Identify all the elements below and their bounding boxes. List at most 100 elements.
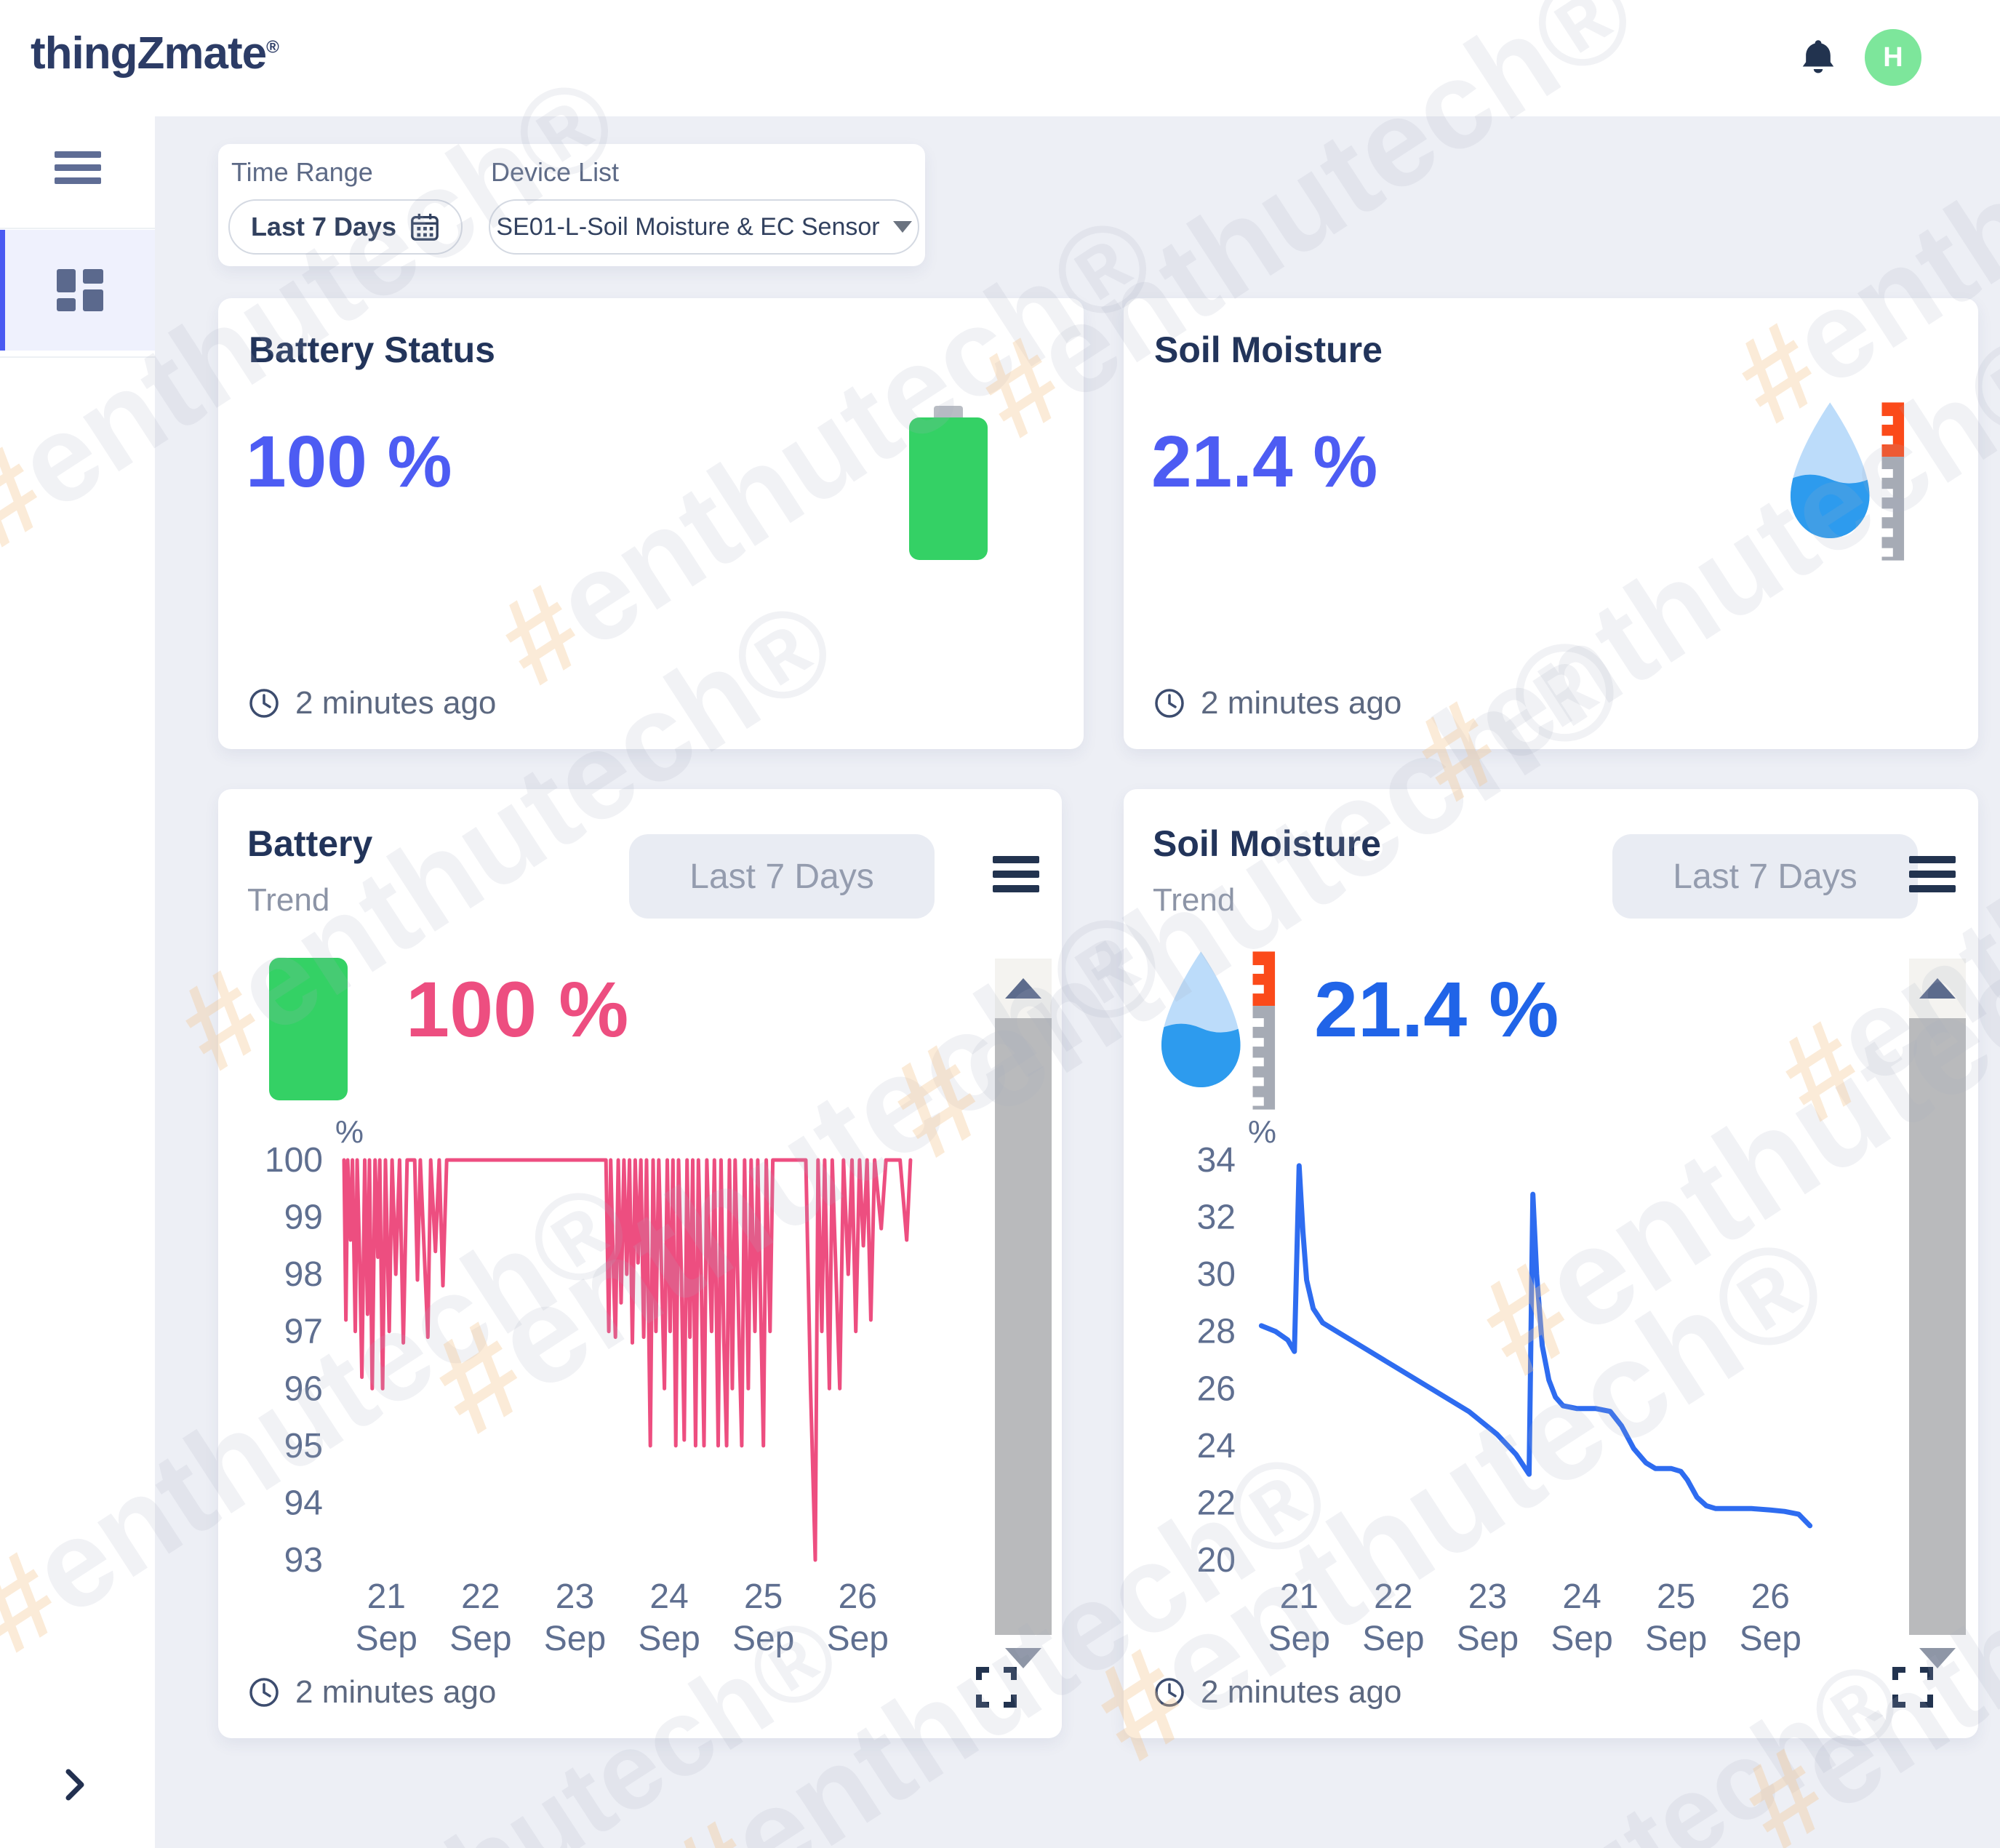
battery-trend-subtitle: Trend	[247, 882, 330, 918]
scrollbar-thumb[interactable]	[995, 1018, 1052, 1635]
clock-icon	[249, 1678, 279, 1707]
avatar-letter: H	[1883, 41, 1903, 73]
battery-trend-menu-icon[interactable]	[993, 856, 1039, 900]
scroll-down-icon[interactable]	[995, 1648, 1052, 1668]
battery-status-value: 100 %	[246, 421, 452, 503]
svg-text:Sep: Sep	[638, 1620, 700, 1658]
svg-text:24: 24	[649, 1577, 688, 1616]
battery-trend-value: 100 %	[406, 965, 629, 1053]
clock-icon	[249, 689, 279, 718]
calendar-icon	[411, 213, 439, 241]
device-list-dropdown[interactable]: SE01-L-Soil Moisture & EC Sensor	[489, 199, 919, 255]
svg-text:96: 96	[284, 1369, 323, 1408]
battery-status-updated: 2 minutes ago	[247, 685, 496, 721]
battery-trend-card: Battery Trend Last 7 Days 100 % % 100 99 98…	[218, 789, 1062, 1738]
svg-text:23: 23	[556, 1577, 594, 1616]
updated-text: 2 minutes ago	[295, 685, 497, 721]
range-text: Last 7 Days	[689, 857, 874, 896]
user-avatar[interactable]: H	[1865, 29, 1921, 86]
svg-text:Sep: Sep	[827, 1620, 889, 1658]
time-range-value: Last 7 Days	[250, 212, 397, 241]
soil-trend-menu-icon[interactable]	[1909, 856, 1956, 900]
svg-text:30: 30	[1197, 1255, 1236, 1294]
svg-text:28: 28	[1197, 1313, 1236, 1351]
svg-text:Sep: Sep	[1740, 1620, 1801, 1658]
dashboard-icon	[57, 269, 103, 311]
svg-text:24: 24	[1197, 1427, 1236, 1465]
soil-trend-title: Soil Moisture	[1153, 823, 1381, 864]
water-drop-ruler-icon	[1790, 402, 1905, 561]
soil-trend-subtitle: Trend	[1153, 882, 1236, 918]
svg-text:22: 22	[461, 1577, 500, 1616]
svg-text:21: 21	[1280, 1577, 1319, 1616]
battery-trend-fullscreen-button[interactable]	[976, 1667, 1017, 1708]
time-range-label: Time Range	[231, 157, 373, 187]
svg-text:Sep: Sep	[1645, 1620, 1707, 1658]
soil-trend-chart: % 34 32 30 28 26 24 22 20 21 Sep 22 Sep 23 Sep 24 Sep 25 S…	[1197, 1116, 1813, 1658]
logo-registered-mark: ®	[266, 37, 279, 57]
svg-text:Sep: Sep	[1362, 1620, 1424, 1658]
soil-status-title: Soil Moisture	[1154, 329, 1383, 370]
device-list-value: SE01-L-Soil Moisture & EC Sensor	[496, 212, 880, 241]
svg-text:26: 26	[1197, 1369, 1236, 1408]
battery-trend-title: Battery	[247, 823, 373, 864]
sidebar-divider	[0, 228, 155, 229]
svg-text:22: 22	[1197, 1484, 1236, 1522]
svg-text:26: 26	[839, 1577, 877, 1616]
clock-icon	[1155, 689, 1184, 718]
updated-text: 2 minutes ago	[1201, 685, 1402, 721]
updated-text: 2 minutes ago	[295, 1674, 497, 1710]
svg-text:%: %	[1248, 1116, 1276, 1150]
scrollbar-thumb[interactable]	[1909, 1018, 1966, 1635]
battery-icon	[269, 958, 348, 1100]
ruler-icon	[1252, 951, 1276, 1110]
svg-text:94: 94	[284, 1484, 323, 1522]
svg-text:99: 99	[284, 1199, 323, 1237]
battery-trend-range-pill[interactable]: Last 7 Days	[629, 834, 935, 919]
svg-text:32: 32	[1197, 1199, 1236, 1237]
battery-trend-updated: 2 minutes ago	[247, 1674, 496, 1711]
svg-text:98: 98	[284, 1255, 323, 1294]
chevron-right-icon	[65, 1769, 84, 1801]
sidebar-collapse-button[interactable]	[55, 1766, 93, 1804]
soil-status-updated: 2 minutes ago	[1153, 685, 1401, 721]
svg-text:Sep: Sep	[1457, 1620, 1519, 1658]
ruler-icon	[1881, 402, 1905, 561]
svg-text:26: 26	[1751, 1577, 1790, 1616]
bell-icon	[1802, 40, 1834, 73]
range-text: Last 7 Days	[1673, 857, 1857, 896]
battery-status-title: Battery Status	[249, 329, 495, 370]
svg-text:21: 21	[367, 1577, 406, 1616]
water-drop-ruler-icon	[1161, 951, 1276, 1110]
scroll-down-icon[interactable]	[1909, 1648, 1966, 1668]
soil-trend-range-pill[interactable]: Last 7 Days	[1612, 834, 1918, 919]
svg-text:100: 100	[265, 1141, 323, 1180]
svg-text:34: 34	[1197, 1141, 1236, 1180]
soil-trend-fullscreen-button[interactable]	[1892, 1667, 1933, 1708]
soil-trend-card: Soil Moisture Trend Last 7 Days 21.4 % %…	[1124, 789, 1978, 1738]
filter-panel: Time Range Last 7 Days Device List SE01-…	[218, 144, 925, 266]
svg-text:22: 22	[1374, 1577, 1412, 1616]
sidebar-hamburger-icon[interactable]	[55, 151, 101, 191]
fullscreen-icon	[1892, 1667, 1933, 1708]
soil-trend-value: 21.4 %	[1314, 965, 1559, 1053]
battery-trend-chart: % 100 99 98 97 96 95 94 93 21 Sep 22 Sep 23 Sep 24 Sep 25…	[265, 1116, 913, 1658]
updated-text: 2 minutes ago	[1201, 1674, 1402, 1710]
device-list-label: Device List	[491, 157, 620, 187]
svg-text:Sep: Sep	[1268, 1620, 1330, 1658]
time-range-picker[interactable]: Last 7 Days	[228, 199, 463, 255]
notifications-button[interactable]	[1791, 31, 1846, 86]
svg-text:Sep: Sep	[356, 1620, 417, 1658]
battery-trend-scrollbar	[995, 959, 1052, 1693]
sidebar-item-dashboard[interactable]	[0, 230, 155, 351]
svg-text:Sep: Sep	[544, 1620, 606, 1658]
fullscreen-icon	[976, 1667, 1017, 1708]
soil-trend-updated: 2 minutes ago	[1153, 1674, 1401, 1711]
app-logo: thingZmate®	[31, 28, 279, 79]
scroll-up-icon[interactable]	[1909, 959, 1966, 1018]
svg-text:25: 25	[1657, 1577, 1695, 1616]
svg-text:24: 24	[1562, 1577, 1601, 1616]
sidebar	[0, 116, 155, 1848]
scroll-up-icon[interactable]	[995, 959, 1052, 1018]
